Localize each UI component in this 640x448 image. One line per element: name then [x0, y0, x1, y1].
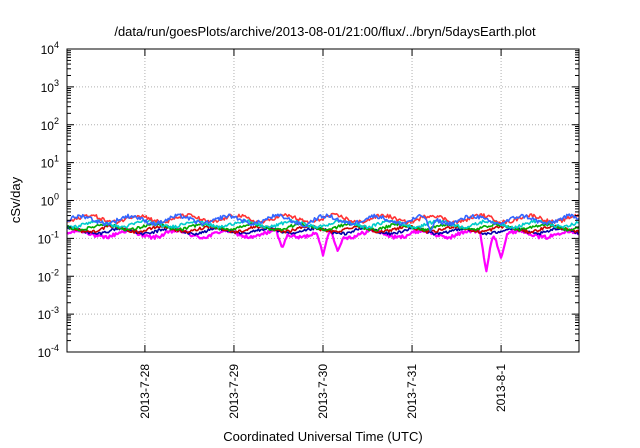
x-tick-label: 2013-7-31	[405, 364, 419, 419]
y-tick-label: 103	[41, 78, 59, 95]
x-tick-label: 2013-7-28	[138, 364, 152, 419]
series-line	[66, 213, 580, 232]
series-layer	[66, 212, 580, 273]
y-axis: 10-4 10-3 10-2 10-1 100 101 102 103 104	[38, 40, 579, 360]
x-axis: 2013-7-28 2013-7-29 2013-7-30 2013-7-31 2013…	[138, 49, 508, 419]
x-tick-label: 2013-7-29	[227, 364, 241, 419]
x-tick-label: 2013-8-1	[494, 364, 508, 412]
y-axis-label: cSv/day	[8, 176, 23, 223]
series-line	[66, 224, 580, 234]
y-tick-label: 10-1	[38, 229, 59, 246]
grid	[67, 49, 579, 352]
y-tick-label: 101	[41, 154, 59, 171]
series-line	[66, 227, 580, 273]
series-line	[66, 212, 580, 225]
y-tick-label: 10-3	[38, 305, 59, 322]
y-tick-label: 100	[41, 192, 59, 209]
x-axis-label: Coordinated Universal Time (UTC)	[223, 429, 422, 444]
y-tick-label: 10-4	[38, 343, 59, 360]
chart-title: /data/run/goesPlots/archive/2013-08-01/2…	[114, 24, 536, 39]
y-tick-label: 10-2	[38, 267, 59, 284]
y-tick-label: 104	[41, 40, 59, 57]
x-tick-label: 2013-7-30	[316, 364, 330, 419]
y-tick-label: 102	[41, 116, 59, 133]
